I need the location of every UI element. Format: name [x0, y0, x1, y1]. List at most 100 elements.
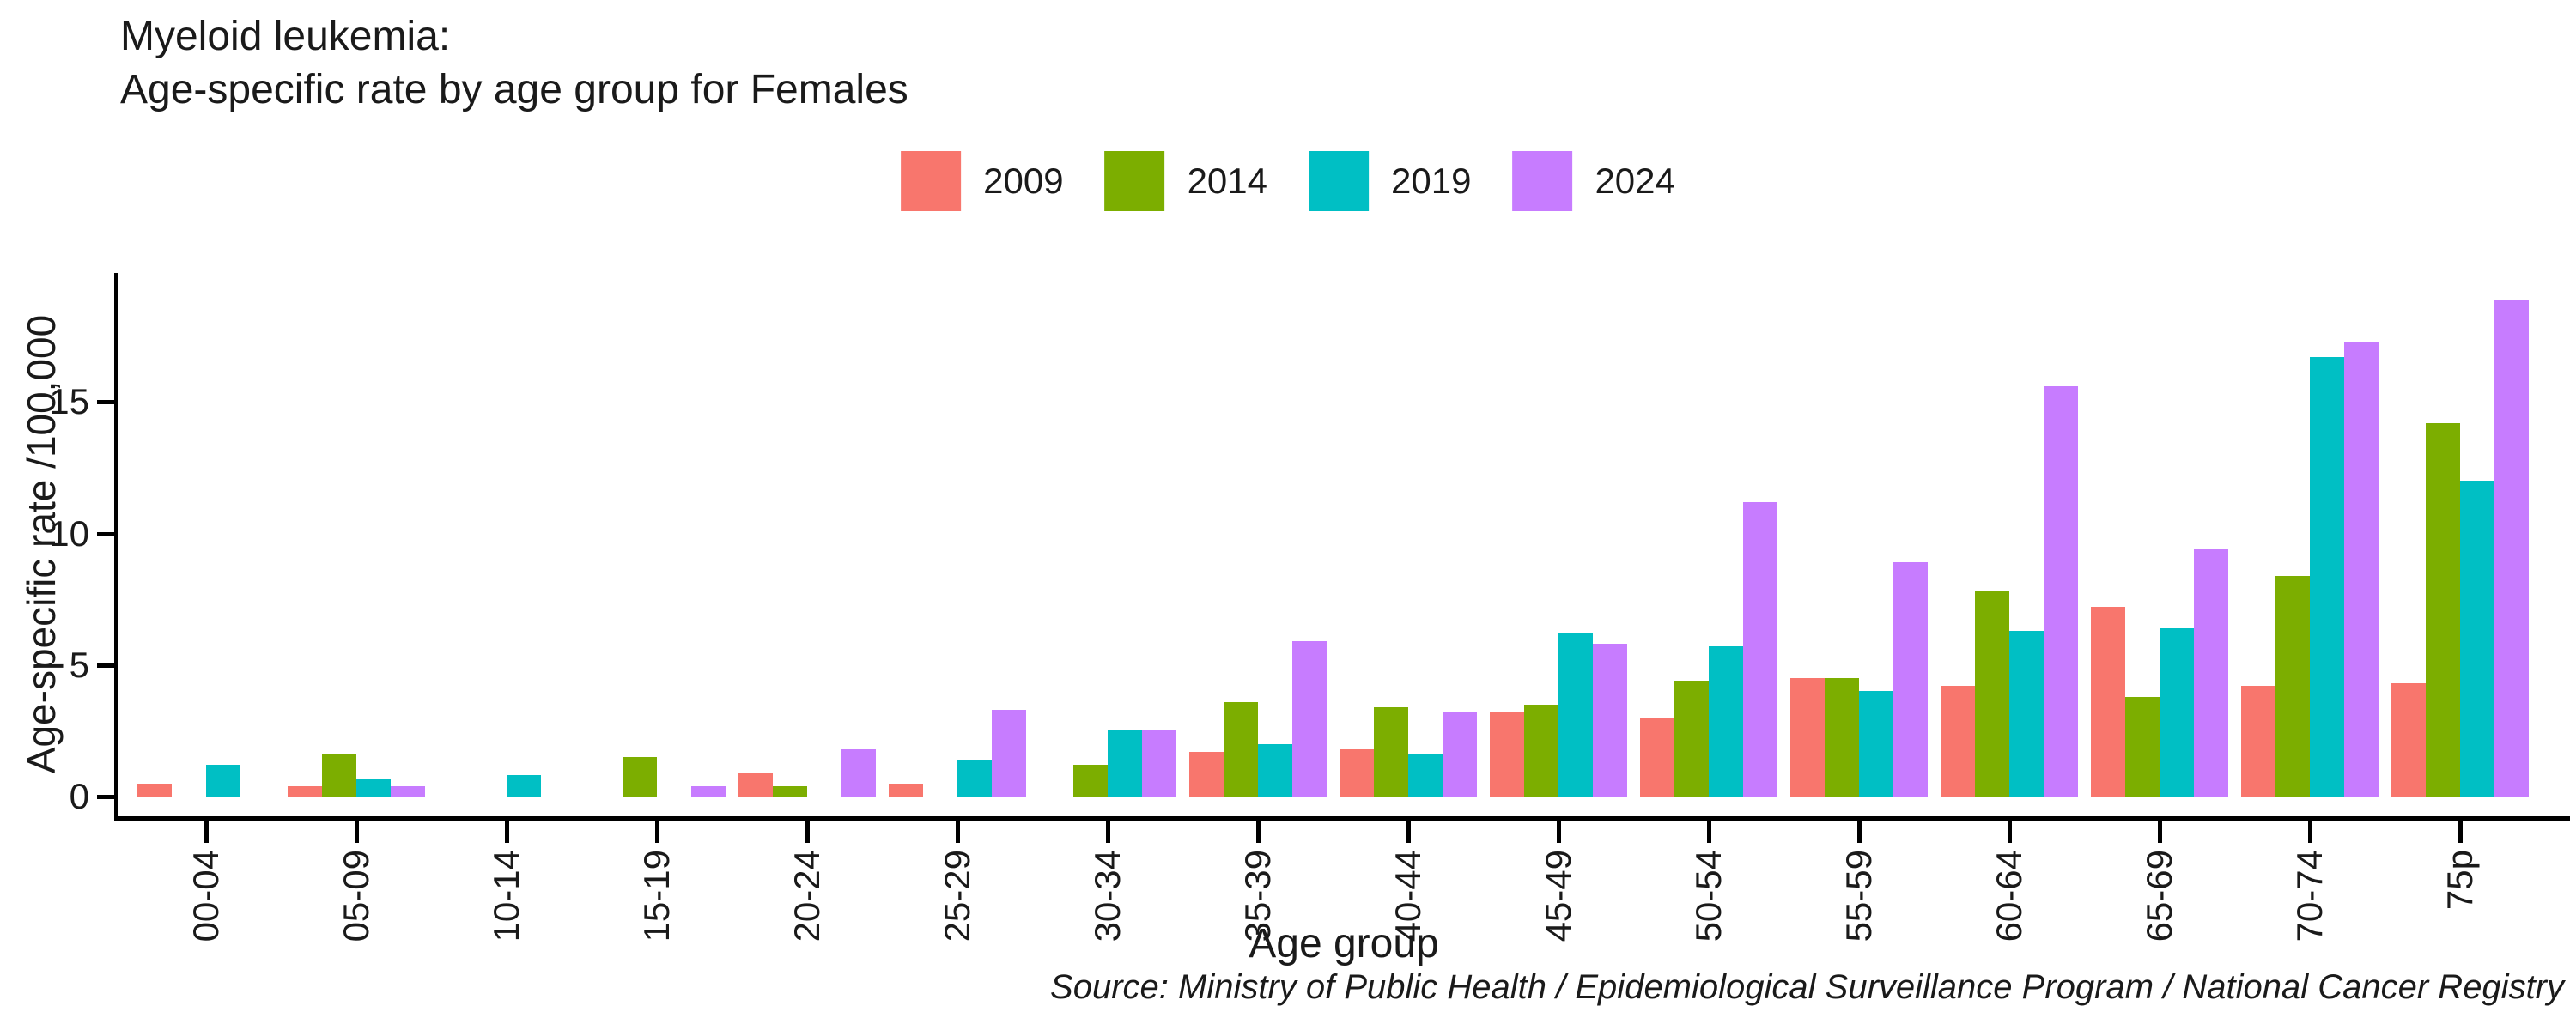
- legend-item-2019: 2019: [1309, 151, 1471, 211]
- y-tick-label-0: 0: [69, 776, 89, 816]
- bar-60-64-2024: [2044, 386, 2078, 797]
- y-axis-line: [114, 273, 118, 821]
- legend: 2009 2014 2019 2024: [901, 151, 1675, 211]
- legend-label-2014: 2014: [1187, 161, 1267, 201]
- bar-55-59-2024: [1893, 562, 1928, 797]
- x-tick-55-59: [1857, 821, 1862, 843]
- x-tick-70-74: [2308, 821, 2312, 843]
- x-tick-label-65-69: 65-69: [2139, 850, 2179, 942]
- bar-35-39-2009: [1189, 752, 1224, 797]
- bar-15-19-2024: [691, 786, 726, 797]
- x-tick-label-55-59: 55-59: [1838, 850, 1879, 942]
- bar-05-09-2019: [356, 779, 391, 797]
- legend-swatch-2019: [1309, 151, 1369, 211]
- x-tick-60-64: [2008, 821, 2012, 843]
- bar-25-29-2019: [957, 760, 992, 797]
- x-tick-40-44: [1406, 821, 1411, 843]
- bar-40-44-2024: [1443, 712, 1477, 797]
- bar-50-54-2019: [1709, 646, 1743, 797]
- bar-45-49-2009: [1490, 712, 1524, 797]
- bar-75p-2009: [2391, 683, 2426, 797]
- bar-60-64-2009: [1941, 686, 1975, 797]
- bar-75p-2024: [2494, 300, 2529, 797]
- x-tick-50-54: [1707, 821, 1711, 843]
- bar-40-44-2009: [1340, 749, 1374, 797]
- y-tick-label-15: 15: [49, 381, 89, 422]
- x-tick-30-34: [1106, 821, 1110, 843]
- bar-25-29-2009: [889, 784, 923, 797]
- x-tick-label-75p: 75p: [2439, 850, 2480, 911]
- bar-20-24-2024: [841, 749, 876, 797]
- bar-45-49-2024: [1593, 644, 1627, 797]
- source-note: Source: Ministry of Public Health / Epid…: [1050, 968, 2564, 1006]
- legend-swatch-2009: [901, 151, 962, 211]
- bar-30-34-2024: [1142, 730, 1176, 797]
- legend-swatch-2024: [1512, 151, 1573, 211]
- bar-45-49-2014: [1524, 705, 1558, 797]
- bar-50-54-2014: [1674, 681, 1709, 797]
- legend-label-2024: 2024: [1595, 161, 1675, 201]
- x-tick-05-09: [355, 821, 359, 843]
- x-tick-label-20-24: 20-24: [787, 850, 827, 942]
- bar-65-69-2014: [2125, 697, 2160, 797]
- y-tick-10: [97, 531, 114, 536]
- bar-35-39-2024: [1292, 641, 1327, 797]
- y-tick-label-5: 5: [69, 644, 89, 685]
- x-axis-title: Age group: [1249, 921, 1439, 966]
- x-tick-label-40-44: 40-44: [1388, 850, 1428, 942]
- y-tick-5: [97, 663, 114, 668]
- bar-55-59-2019: [1859, 691, 1893, 797]
- bar-25-29-2024: [992, 710, 1026, 797]
- x-tick-label-30-34: 30-34: [1087, 850, 1127, 942]
- x-tick-20-24: [805, 821, 810, 843]
- bar-70-74-2024: [2344, 342, 2379, 797]
- y-tick-15: [97, 400, 114, 405]
- bar-05-09-2024: [391, 786, 425, 797]
- legend-label-2009: 2009: [983, 161, 1064, 201]
- bar-55-59-2014: [1825, 678, 1859, 797]
- bar-05-09-2009: [288, 786, 322, 797]
- x-tick-45-49: [1557, 821, 1561, 843]
- bar-30-34-2019: [1108, 730, 1142, 797]
- bar-10-14-2019: [507, 775, 541, 797]
- bar-65-69-2009: [2091, 607, 2125, 797]
- bar-00-04-2019: [206, 765, 240, 797]
- bar-35-39-2014: [1224, 702, 1258, 797]
- x-tick-15-19: [655, 821, 659, 843]
- bar-55-59-2009: [1790, 678, 1825, 797]
- bar-70-74-2014: [2275, 576, 2310, 797]
- bar-20-24-2009: [738, 772, 773, 797]
- x-tick-10-14: [505, 821, 509, 843]
- x-tick-label-50-54: 50-54: [1688, 850, 1728, 942]
- x-tick-label-15-19: 15-19: [636, 850, 677, 942]
- x-tick-25-29: [956, 821, 960, 843]
- bar-00-04-2009: [137, 784, 172, 797]
- bar-60-64-2014: [1975, 591, 2009, 797]
- bar-70-74-2009: [2241, 686, 2275, 797]
- x-tick-75p: [2458, 821, 2463, 843]
- x-tick-00-04: [204, 821, 209, 843]
- x-tick-label-35-39: 35-39: [1237, 850, 1278, 942]
- bar-20-24-2014: [773, 786, 807, 797]
- bar-75p-2019: [2460, 481, 2494, 797]
- bar-40-44-2019: [1408, 754, 1443, 797]
- bar-65-69-2024: [2194, 549, 2228, 797]
- bar-65-69-2019: [2160, 628, 2194, 797]
- x-axis-line: [114, 816, 2570, 821]
- bar-60-64-2019: [2009, 631, 2044, 797]
- bar-50-54-2024: [1743, 502, 1777, 797]
- legend-item-2024: 2024: [1512, 151, 1675, 211]
- chart-title: Myeloid leukemia: Age-specific rate by a…: [120, 14, 908, 112]
- y-tick-label-10: 10: [49, 512, 89, 554]
- legend-label-2019: 2019: [1391, 161, 1472, 201]
- x-tick-label-10-14: 10-14: [486, 850, 526, 942]
- bar-40-44-2014: [1374, 707, 1408, 797]
- legend-item-2009: 2009: [901, 151, 1064, 211]
- y-tick-0: [97, 795, 114, 799]
- bar-45-49-2019: [1558, 633, 1593, 797]
- bar-70-74-2019: [2310, 357, 2344, 797]
- bar-30-34-2014: [1073, 765, 1108, 797]
- bar-05-09-2014: [322, 754, 356, 797]
- x-tick-label-60-64: 60-64: [1989, 850, 2029, 942]
